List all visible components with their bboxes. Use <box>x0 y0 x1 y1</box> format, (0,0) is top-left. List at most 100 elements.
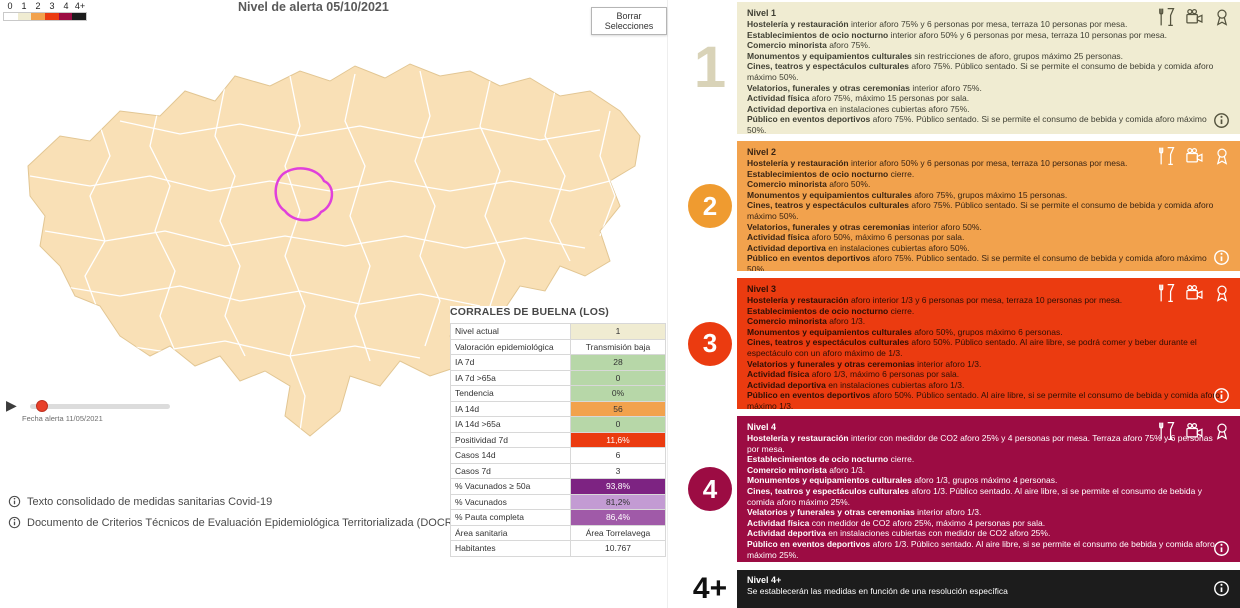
municipality-title: CORRALES DE BUELNA (LOS) <box>450 306 609 318</box>
cinema-icon <box>1186 422 1203 438</box>
legend-label: 2 <box>35 1 41 11</box>
clear-selections-button[interactable]: Borrar Selecciones <box>591 7 667 35</box>
measure-line: Comercio minorista aforo 50%. <box>747 179 871 190</box>
row-value: 3 <box>570 462 666 479</box>
panel-lines: Se establecerán las medidas en función d… <box>747 586 1194 597</box>
link-label: Texto consolidado de medidas sanitarias … <box>27 495 273 508</box>
info-icon[interactable] <box>1213 249 1230 266</box>
measure-line: Cines, teatros y espectáculos culturales… <box>747 337 1197 358</box>
row-label: Positividad 7d <box>450 431 571 448</box>
alert-panel-n2: 2 Nivel 2 Hostelería y restauración inte… <box>683 141 1240 271</box>
measure-line: Cines, teatros y espectáculos culturales… <box>747 485 1202 507</box>
municipality-panel: CORRALES DE BUELNA (LOS) Nivel actual 1 … <box>450 306 666 557</box>
measure-line: Actividad física aforo 1/3, máximo 6 per… <box>747 369 960 380</box>
level-badge-column: 4 <box>683 467 737 511</box>
play-button[interactable]: ▶ <box>6 397 17 413</box>
panel-icons <box>1156 421 1232 441</box>
measure-line: Monumentos y equipamientos culturales af… <box>747 475 1058 486</box>
cantabria-map[interactable] <box>0 16 660 466</box>
measure-line: Monumentos y equipamientos culturales af… <box>747 326 1063 337</box>
link-medidas-sanitarias[interactable]: Texto consolidado de medidas sanitarias … <box>8 495 481 508</box>
panel-icons <box>1156 283 1232 303</box>
panel-icons <box>1156 7 1232 27</box>
row-label: Área sanitaria <box>450 524 571 541</box>
level-badge: 2 <box>688 184 732 228</box>
legend-swatch <box>31 13 46 20</box>
row-label: IA 14d >65a <box>450 416 571 433</box>
cinema-icon <box>1186 284 1203 300</box>
legend-swatch <box>58 13 73 20</box>
timeline-handle[interactable] <box>36 400 48 412</box>
link-docriter[interactable]: Documento de Criterios Técnicos de Evalu… <box>8 516 481 529</box>
measure-line: Actividad deportiva en instalaciones cub… <box>747 242 970 253</box>
row-value: 56 <box>570 400 666 417</box>
table-row: Positividad 7d 11,6% <box>450 431 666 448</box>
level-badge-column: 2 <box>683 184 737 228</box>
measure-line: Monumentos y equipamientos culturales si… <box>747 50 1124 61</box>
panel-title: Nivel 3 <box>747 284 777 294</box>
row-label: Tendencia <box>450 385 571 402</box>
measure-line: Velatorios, funerales y otras ceremonias… <box>747 221 982 232</box>
info-icon[interactable] <box>1213 387 1230 404</box>
row-value: 6 <box>570 447 666 464</box>
measure-line: Cines, teatros y espectáculos culturales… <box>747 61 1214 82</box>
municipality-borders <box>29 70 631 432</box>
measure-line: Comercio minorista aforo 75%. <box>747 40 871 51</box>
row-value: 0% <box>570 385 666 402</box>
row-value: 11,6% <box>570 431 666 448</box>
row-label: Habitantes <box>450 540 571 557</box>
info-icon[interactable] <box>1213 112 1230 129</box>
measure-line: Velatorios y funerales y otras ceremonia… <box>747 358 982 369</box>
dining-icon <box>1159 284 1175 302</box>
measure-line: Cines, teatros y espectáculos culturales… <box>747 200 1214 221</box>
table-row: Nivel actual 1 <box>450 323 666 340</box>
cantabria-landmass[interactable] <box>27 63 641 437</box>
table-row: IA 14d >65a 0 <box>450 416 666 433</box>
alert-panel-n4: 4 Nivel 4 Hostelería y restauración inte… <box>683 416 1240 562</box>
award-icon <box>1216 9 1228 26</box>
panel-title: Nivel 4 <box>747 422 777 432</box>
panel-title: Nivel 1 <box>747 8 777 18</box>
legend-swatch <box>45 13 59 20</box>
row-label: Valoración epidemiológica <box>450 338 571 355</box>
map-region: 0 1 2 3 4 4+ Nivel de alerta 05/10/2021 Borra… <box>0 0 668 608</box>
page-title: Nivel de alerta 05/10/2021 <box>238 0 389 14</box>
table-row: % Pauta completa 86,4% <box>450 509 666 526</box>
info-icon[interactable] <box>1213 540 1230 557</box>
row-value: Área Torrelavega <box>570 524 666 541</box>
row-label: IA 7d <box>450 354 571 371</box>
timeline: ▶ Fecha alerta 11/05/2021 <box>6 398 181 430</box>
measure-line: Establecimientos de ocio nocturno cierre… <box>747 168 915 179</box>
info-icon[interactable] <box>1213 580 1230 597</box>
table-row: Casos 7d 3 <box>450 462 666 479</box>
selected-municipality-outline[interactable] <box>274 167 334 222</box>
panel-card: Nivel 4+ Se establecerán las medidas en … <box>737 570 1240 608</box>
info-icon <box>8 495 21 508</box>
panel-card: Nivel 4 Hostelería y restauración interi… <box>737 416 1240 562</box>
legend-swatch <box>4 13 18 20</box>
measure-line: Monumentos y equipamientos culturales af… <box>747 189 1068 200</box>
measure-line: Comercio minorista aforo 1/3. <box>747 316 866 327</box>
level-badge-column: 4+ <box>683 574 737 604</box>
municipality-table: Nivel actual 1 Valoración epidemiológica… <box>450 323 666 557</box>
timeline-slider[interactable] <box>30 400 170 412</box>
measure-line: Actividad física con medidor de CO2 afor… <box>747 517 1046 528</box>
measure-line: Velatorios y funerales y otras ceremonia… <box>747 507 982 518</box>
level-badge-column: 3 <box>683 321 737 366</box>
award-icon <box>1216 423 1228 440</box>
measure-line: Establecimientos de ocio nocturno cierre… <box>747 305 915 316</box>
table-row: IA 7d 28 <box>450 354 666 371</box>
measure-line: Se establecerán las medidas en función d… <box>747 586 1008 596</box>
table-row: IA 14d 56 <box>450 400 666 417</box>
panel-title: Nivel 2 <box>747 147 777 157</box>
row-label: Nivel actual <box>450 323 571 340</box>
panel-card: Nivel 3 Hostelería y restauración aforo … <box>737 278 1240 409</box>
measure-line: Establecimientos de ocio nocturno cierre… <box>747 454 915 465</box>
row-label: % Vacunados <box>450 493 571 510</box>
level-badge: 4+ <box>692 572 728 605</box>
level-badge-column: 1 <box>683 39 737 97</box>
panel-icons <box>1156 146 1232 166</box>
row-value: 10.767 <box>570 540 666 557</box>
measure-line: Comercio minorista aforo 1/3. <box>747 464 866 475</box>
measure-line: Público en eventos deportivos aforo 75%.… <box>747 114 1207 134</box>
